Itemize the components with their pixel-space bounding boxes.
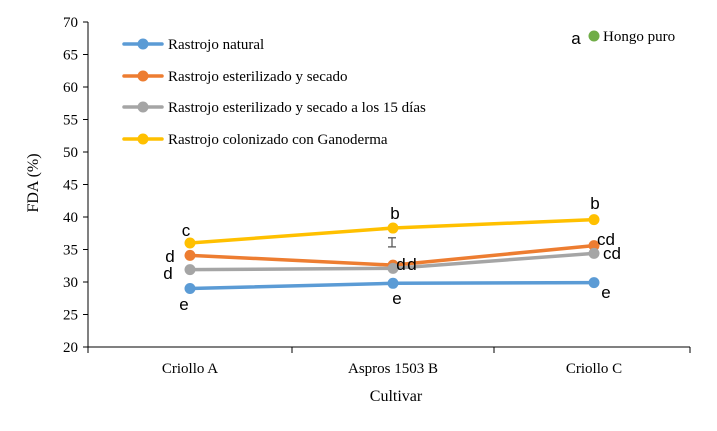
error-bar-layer <box>388 237 396 248</box>
legend-label: Rastrojo colonizado con Ganoderma <box>168 132 388 148</box>
y-tick-label: 50 <box>63 145 78 161</box>
y-tick-label: 70 <box>63 15 78 31</box>
data-point <box>588 214 600 226</box>
hongo-puro-label: Hongo puro <box>603 29 675 45</box>
significance-letter: e <box>392 289 401 308</box>
legend-marker <box>137 133 149 145</box>
y-tick-label: 20 <box>63 340 78 356</box>
significance-letter: c <box>182 221 191 240</box>
hongo-puro-legend: a Hongo puro <box>571 29 675 48</box>
hongo-puro-letter: a <box>571 29 581 48</box>
x-axis-title: Cultivar <box>370 388 423 405</box>
y-tick-label: 65 <box>63 48 78 64</box>
significance-letter: cd <box>603 244 621 263</box>
x-tick-label: Criollo A <box>162 361 218 377</box>
series-layer <box>184 214 600 294</box>
data-point <box>184 283 196 294</box>
legend-label: Rastrojo esterilizado y secado a los 15 … <box>168 100 426 116</box>
significance-letter: d <box>396 255 405 274</box>
data-point <box>588 277 600 289</box>
y-tick-label: 45 <box>63 178 78 194</box>
hongo-puro-marker <box>588 30 600 42</box>
significance-letter: d <box>163 264 172 283</box>
significance-letter: b <box>390 204 399 223</box>
significance-letter: cd <box>597 230 615 249</box>
y-tick-label: 40 <box>63 210 78 226</box>
y-axis-title: FDA (%) <box>25 153 42 212</box>
data-point <box>184 249 196 261</box>
data-point <box>588 247 600 259</box>
legend-marker <box>137 70 149 82</box>
x-tick-label: Criollo C <box>566 361 622 377</box>
legend: Rastrojo natural Rastrojo esterilizado y … <box>122 37 426 148</box>
y-tick-label: 35 <box>63 243 78 259</box>
legend-marker <box>137 101 149 113</box>
y-tick-label: 55 <box>63 113 78 129</box>
legend-label: Rastrojo natural <box>168 37 264 53</box>
y-tick-label: 60 <box>63 80 78 96</box>
legend-label: Rastrojo esterilizado y secado <box>168 69 348 85</box>
significance-letter: b <box>590 194 599 213</box>
significance-letter: d <box>165 247 174 266</box>
x-tick-label: Aspros 1503 B <box>348 361 438 377</box>
x-axis: Criollo A Aspros 1503 B Criollo C <box>87 346 691 377</box>
data-point <box>184 264 196 276</box>
data-point <box>387 277 399 289</box>
y-tick-label: 30 <box>63 275 78 291</box>
y-tick-label: 25 <box>63 308 78 324</box>
data-point <box>387 262 399 274</box>
significance-letter: e <box>179 295 188 314</box>
legend-marker <box>137 38 149 50</box>
significance-letter: e <box>601 283 610 302</box>
data-point <box>387 222 399 234</box>
y-axis: 20 25 30 35 40 45 50 55 60 65 70 <box>63 15 89 356</box>
data-point <box>184 237 196 249</box>
significance-letter: d <box>407 255 416 274</box>
data-point <box>588 240 600 252</box>
